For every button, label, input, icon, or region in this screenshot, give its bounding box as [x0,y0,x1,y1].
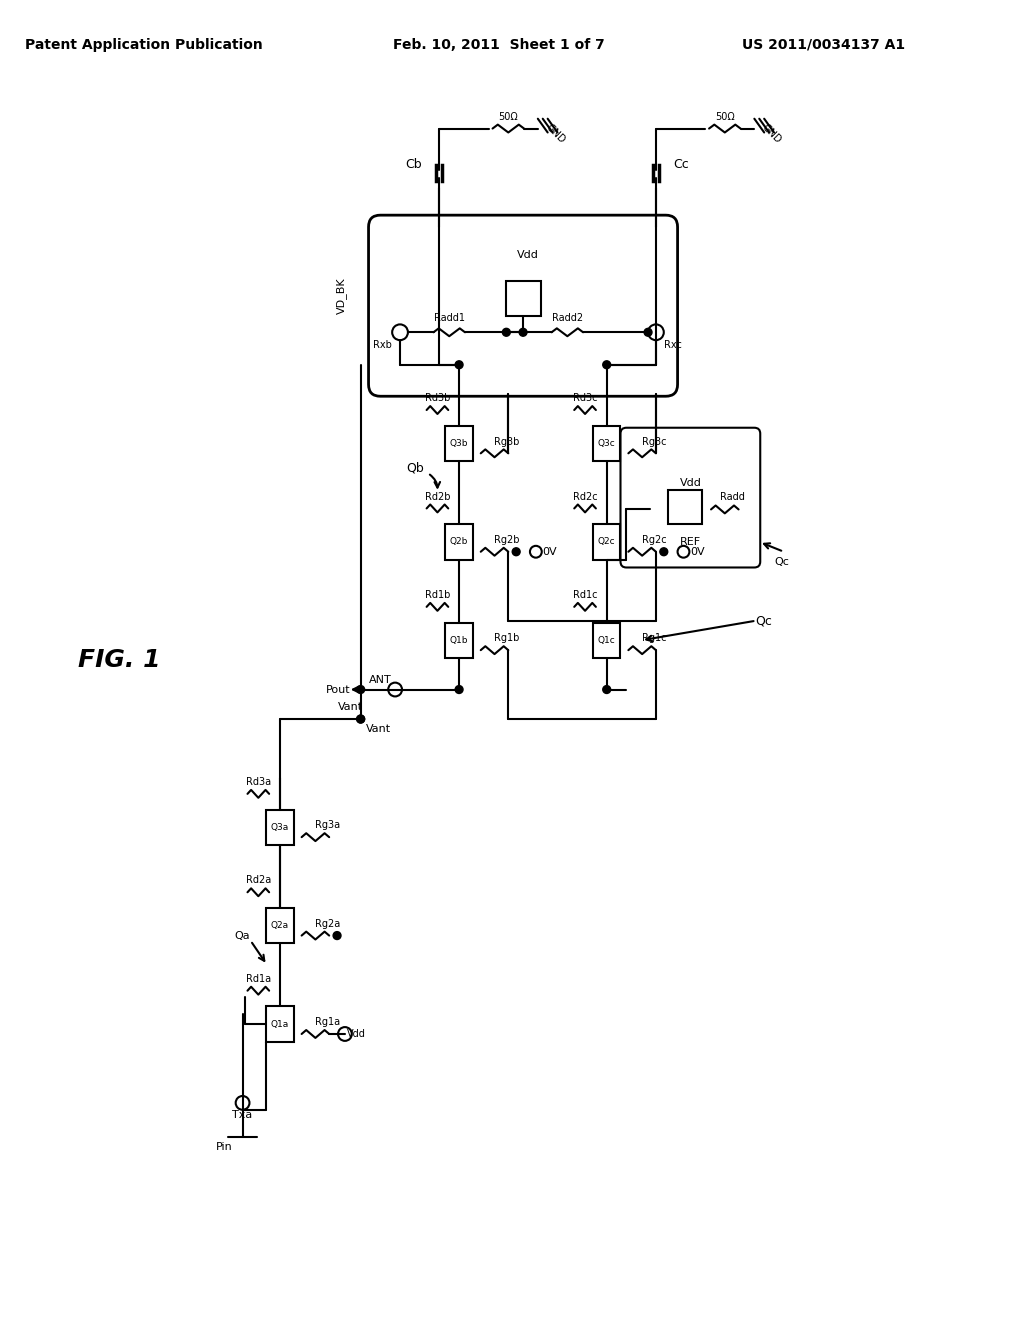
Text: 50Ω: 50Ω [499,112,518,121]
Text: Txa: Txa [232,1110,253,1119]
Text: Radd: Radd [720,491,745,502]
Circle shape [519,329,527,337]
Bar [266,908,294,944]
Bar [445,524,473,560]
Text: US 2011/0034137 A1: US 2011/0034137 A1 [741,38,905,51]
Bar [445,426,473,461]
Circle shape [455,360,463,368]
Text: Rd1a: Rd1a [246,974,271,983]
Text: Feb. 10, 2011  Sheet 1 of 7: Feb. 10, 2011 Sheet 1 of 7 [392,38,604,51]
Text: Rd1b: Rd1b [425,590,451,601]
Circle shape [333,932,341,940]
Text: 0V: 0V [690,546,705,557]
Text: Radd2: Radd2 [552,313,583,322]
Text: ANT: ANT [369,675,392,685]
Text: Rg2a: Rg2a [314,919,340,929]
Circle shape [356,685,365,693]
Bar [506,281,541,315]
Bar [668,490,702,524]
Text: Q1c: Q1c [598,636,615,644]
Text: GND: GND [544,121,567,145]
Text: FIG. 1: FIG. 1 [78,648,161,672]
Text: Rg1c: Rg1c [642,634,667,643]
Text: Pout: Pout [327,685,351,694]
Text: Rg2c: Rg2c [642,535,667,545]
Text: Vdd: Vdd [517,249,539,260]
Text: Q2b: Q2b [450,537,468,546]
Text: GND: GND [761,121,783,145]
Text: Qc: Qc [774,557,788,566]
Text: Rd2b: Rd2b [425,491,451,502]
Text: Vant: Vant [338,702,364,713]
Bar [593,426,621,461]
Text: Q3b: Q3b [450,440,468,447]
Bar [593,623,621,659]
Text: Vdd: Vdd [347,1030,367,1039]
Circle shape [644,329,652,337]
Text: Q1b: Q1b [450,636,468,644]
Bar [593,524,621,560]
Text: 0V: 0V [543,546,557,557]
Circle shape [603,685,610,693]
Text: Q2a: Q2a [271,921,289,931]
Text: Rxc: Rxc [664,341,682,350]
Text: Patent Application Publication: Patent Application Publication [26,38,263,51]
Text: Q3c: Q3c [598,440,615,447]
Text: Q3a: Q3a [270,822,289,832]
Text: Rd2c: Rd2c [572,491,597,502]
Text: Vdd: Vdd [680,478,701,488]
Text: Q2c: Q2c [598,537,615,546]
Text: Rd1c: Rd1c [572,590,597,601]
Text: Rd2a: Rd2a [246,875,271,886]
Text: Rd3c: Rd3c [572,393,597,403]
Text: Rg2b: Rg2b [494,535,519,545]
Circle shape [512,548,520,556]
Text: Radd1: Radd1 [434,313,465,322]
Text: Cb: Cb [406,158,422,172]
Text: Rg1a: Rg1a [314,1018,340,1027]
Text: Rxb: Rxb [374,341,392,350]
Text: Rg1b: Rg1b [494,634,519,643]
Bar [266,1006,294,1041]
Text: Rd3a: Rd3a [246,777,271,787]
Text: Rg3a: Rg3a [314,820,340,830]
Text: Qb: Qb [406,462,424,475]
Bar [266,809,294,845]
Circle shape [603,360,610,368]
Circle shape [356,715,365,723]
Text: Qa: Qa [234,931,251,941]
Bar [445,623,473,659]
Text: VD_BK: VD_BK [336,277,346,314]
Text: REF: REF [680,537,701,546]
Circle shape [659,548,668,556]
FancyBboxPatch shape [621,428,760,568]
Circle shape [356,715,365,723]
Circle shape [503,329,510,337]
Text: Rd3b: Rd3b [425,393,451,403]
Text: Rg3b: Rg3b [494,437,519,446]
Text: 50Ω: 50Ω [715,112,734,121]
Text: Rg3c: Rg3c [642,437,667,446]
Text: Cc: Cc [674,158,689,172]
Text: Qc: Qc [756,614,773,627]
Text: Vant: Vant [366,723,391,734]
Circle shape [455,685,463,693]
Text: Q1a: Q1a [270,1019,289,1028]
FancyBboxPatch shape [369,215,678,396]
Text: Pin: Pin [216,1142,232,1152]
